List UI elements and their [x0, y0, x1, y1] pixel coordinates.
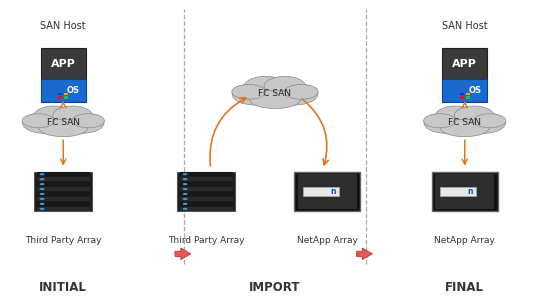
Bar	[36, 207, 90, 211]
Ellipse shape	[434, 107, 495, 136]
Bar	[36, 202, 90, 206]
Text: FC SAN: FC SAN	[448, 118, 481, 127]
Bar	[179, 177, 233, 181]
Bar	[64, 96, 68, 99]
Bar	[179, 182, 233, 186]
Bar	[177, 172, 235, 211]
Bar	[298, 174, 357, 209]
Bar	[36, 187, 90, 191]
Ellipse shape	[72, 114, 104, 128]
Ellipse shape	[474, 114, 506, 128]
Ellipse shape	[53, 106, 92, 124]
Ellipse shape	[40, 178, 45, 180]
Text: APP: APP	[452, 59, 477, 69]
Ellipse shape	[40, 198, 45, 200]
Text: n: n	[330, 187, 336, 196]
Text: FINAL: FINAL	[446, 281, 484, 294]
Ellipse shape	[271, 83, 318, 105]
Text: APP: APP	[51, 59, 76, 69]
Bar	[435, 174, 494, 209]
Ellipse shape	[183, 198, 188, 200]
Ellipse shape	[424, 112, 468, 133]
Bar	[179, 172, 233, 176]
Text: FC SAN: FC SAN	[258, 89, 292, 98]
Ellipse shape	[40, 203, 45, 205]
Ellipse shape	[183, 193, 188, 195]
Bar	[432, 172, 498, 211]
Bar	[302, 187, 338, 196]
Ellipse shape	[40, 183, 45, 185]
Bar	[179, 197, 233, 201]
Bar	[58, 93, 63, 95]
Ellipse shape	[243, 78, 307, 108]
Bar	[34, 172, 92, 211]
Ellipse shape	[461, 112, 505, 133]
Text: OS: OS	[468, 86, 481, 95]
Bar	[460, 96, 464, 99]
Ellipse shape	[40, 188, 45, 190]
Bar	[36, 197, 90, 201]
Bar	[179, 187, 233, 191]
Text: n: n	[468, 187, 473, 196]
Text: OS: OS	[67, 86, 80, 95]
Ellipse shape	[183, 203, 188, 205]
Ellipse shape	[39, 119, 87, 137]
Text: FC SAN: FC SAN	[47, 118, 80, 127]
Ellipse shape	[22, 114, 54, 128]
Bar	[465, 96, 470, 99]
Bar	[465, 93, 470, 95]
Text: SAN Host: SAN Host	[442, 21, 487, 31]
Bar	[36, 182, 90, 186]
Ellipse shape	[245, 76, 286, 96]
Ellipse shape	[34, 106, 74, 124]
Text: SAN Host: SAN Host	[41, 21, 86, 31]
Text: NetApp Array: NetApp Array	[434, 236, 495, 245]
Bar	[179, 202, 233, 206]
Ellipse shape	[40, 193, 45, 195]
Text: Third Party Array: Third Party Array	[25, 236, 102, 245]
Bar	[294, 172, 360, 211]
Text: Third Party Array: Third Party Array	[168, 236, 245, 245]
Ellipse shape	[40, 208, 45, 210]
FancyArrow shape	[356, 248, 372, 260]
Ellipse shape	[33, 107, 94, 136]
Bar	[460, 93, 464, 95]
Ellipse shape	[183, 173, 188, 175]
Ellipse shape	[424, 114, 456, 128]
Ellipse shape	[183, 178, 188, 180]
Ellipse shape	[264, 76, 305, 96]
Ellipse shape	[23, 112, 67, 133]
Bar	[64, 93, 68, 95]
Ellipse shape	[183, 208, 188, 210]
FancyArrow shape	[175, 248, 191, 260]
Bar	[179, 207, 233, 211]
Ellipse shape	[232, 85, 266, 99]
FancyBboxPatch shape	[442, 79, 487, 102]
Bar	[36, 177, 90, 181]
Ellipse shape	[436, 106, 475, 124]
Ellipse shape	[183, 183, 188, 185]
FancyBboxPatch shape	[41, 79, 86, 102]
Ellipse shape	[59, 112, 104, 133]
Ellipse shape	[441, 119, 489, 137]
Ellipse shape	[454, 106, 494, 124]
Ellipse shape	[183, 188, 188, 190]
Text: NetApp Array: NetApp Array	[297, 236, 358, 245]
Text: INITIAL: INITIAL	[39, 281, 87, 294]
Bar	[36, 192, 90, 196]
Ellipse shape	[250, 90, 300, 109]
Ellipse shape	[40, 173, 45, 175]
Bar	[440, 187, 476, 196]
Bar	[179, 192, 233, 196]
FancyBboxPatch shape	[442, 48, 487, 79]
FancyBboxPatch shape	[41, 48, 86, 79]
Bar	[58, 96, 63, 99]
Text: IMPORT: IMPORT	[249, 281, 301, 294]
Bar	[36, 172, 90, 176]
Ellipse shape	[232, 83, 279, 105]
Ellipse shape	[284, 85, 318, 99]
